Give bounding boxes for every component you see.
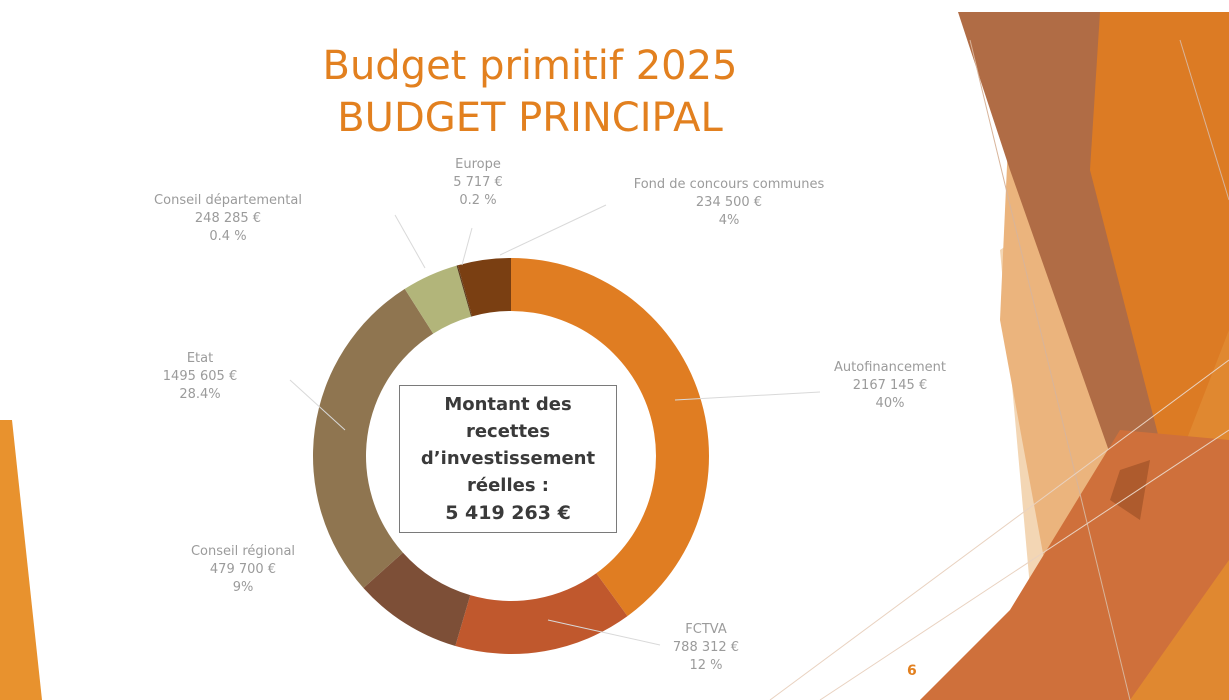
leader-line [289, 379, 346, 431]
leader-line [461, 227, 473, 266]
data-label-amount: 234 500 € [696, 195, 762, 210]
slide-title-line2: BUDGET PRINCIPAL [337, 95, 723, 141]
data-label-name: Conseil régional [191, 544, 295, 559]
deco-line-2 [1179, 39, 1229, 201]
total-box-line4: réelles : [466, 474, 550, 496]
leader-line [547, 619, 661, 646]
total-amount: 5 419 263 € [445, 501, 571, 524]
slice-europe [456, 265, 473, 317]
data-label-percent: 40% [876, 396, 905, 411]
page-number: 6 [907, 663, 917, 679]
data-label-name: Conseil départemental [154, 193, 302, 208]
data-label-name: FCTVA [685, 622, 727, 637]
total-box-line2: recettes [465, 420, 551, 442]
data-label-amount: 248 285 € [195, 211, 261, 226]
slice-etat [313, 288, 434, 588]
data-label-percent: 0.4 % [209, 229, 246, 244]
data-label-name: Etat [187, 351, 213, 366]
slide-title-line1: Budget primitif 2025 [322, 43, 738, 89]
data-label-percent: 12 % [689, 658, 722, 673]
deco-line-4 [819, 429, 1229, 700]
deco-band-deep [1110, 460, 1150, 520]
data-label-percent: 4% [719, 213, 740, 228]
data-label-amount: 788 312 € [673, 640, 739, 655]
total-box-line3: d’investissement [420, 447, 596, 469]
data-label-amount: 1495 605 € [163, 369, 237, 384]
data-label-amount: 479 700 € [210, 562, 276, 577]
data-label-percent: 9% [233, 580, 254, 595]
deco-line-1 [969, 39, 1131, 700]
slice-conseil-r-gional [363, 552, 471, 647]
total-box-line1: Montant des [444, 393, 572, 415]
slice-fctva [455, 573, 628, 654]
deco-band-orange [1090, 12, 1229, 520]
leader-line [394, 214, 426, 269]
data-label-name: Autofinancement [834, 360, 946, 375]
data-label-percent: 28.4% [179, 387, 220, 402]
slice-autofinancement [511, 258, 710, 617]
slice-fond-de-concours-communes [457, 258, 511, 317]
data-label-name: Europe [455, 157, 501, 172]
total-box: Montant des recettes d’investissement ré… [399, 385, 617, 533]
data-label-amount: 2167 145 € [853, 378, 927, 393]
deco-line-3 [769, 359, 1229, 700]
leader-line [499, 204, 607, 256]
data-label-amount: 5 717 € [453, 175, 503, 190]
data-label-name: Fond de concours communes [634, 177, 825, 192]
slide-title: Budget primitif 2025 BUDGET PRINCIPAL [230, 40, 830, 144]
data-label-percent: 0.2 % [459, 193, 496, 208]
deco-band-rust [920, 430, 1229, 700]
slice-conseil-d-partemental [404, 265, 472, 334]
deco-left-wedge [0, 420, 42, 700]
leader-line [674, 391, 821, 401]
